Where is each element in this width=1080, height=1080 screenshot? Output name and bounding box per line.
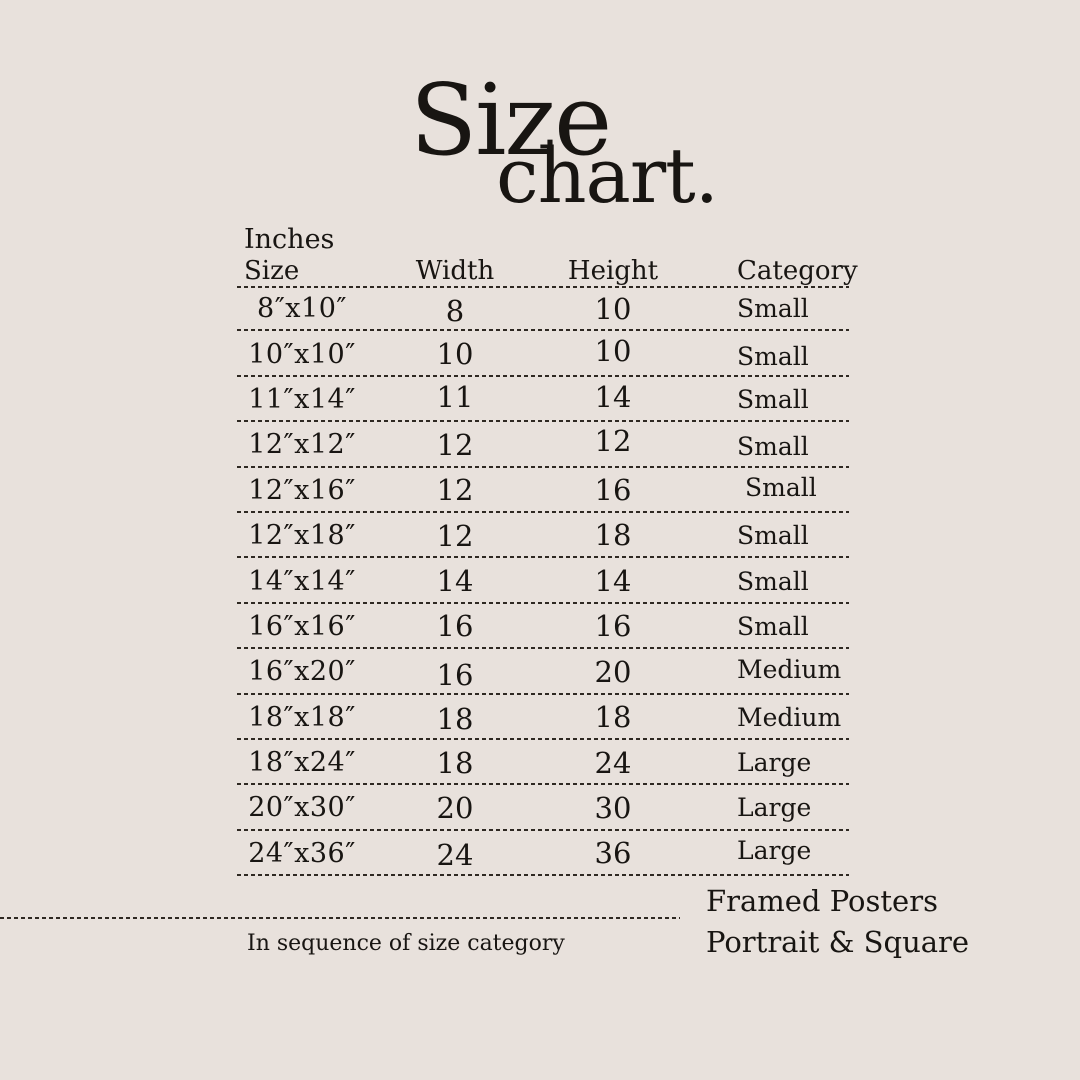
height-cell: 18 xyxy=(594,700,632,735)
width-cell: 16 xyxy=(436,609,474,644)
category-cell: Small xyxy=(737,341,809,371)
table-row: 16″x20″ 16 20 Medium xyxy=(237,649,849,695)
width-cell: 12 xyxy=(436,473,474,508)
table-row: 12″x16″ 12 16 Small xyxy=(237,468,849,514)
category-cell: Large xyxy=(737,835,812,865)
table-row: 20″x30″ 20 30 Large xyxy=(237,785,849,832)
product-type-label: Framed Posters xyxy=(706,884,938,918)
size-cell: 16″x20″ xyxy=(248,656,356,688)
width-cell: 16 xyxy=(436,657,474,692)
size-cell: 16″x16″ xyxy=(248,610,356,642)
size-table: Inches Size Width Height Category 8″x10″… xyxy=(237,224,858,877)
table-row: 11″x14″ 11 14 Small xyxy=(237,377,849,423)
height-cell: 24 xyxy=(594,745,632,780)
category-cell: Large xyxy=(737,748,812,778)
table-header-row: Size Width Height Category xyxy=(237,255,858,288)
sequence-note: In sequence of size category xyxy=(247,931,565,956)
height-cell: 14 xyxy=(594,380,632,415)
table-row: 18″x24″ 18 24 Large xyxy=(237,740,849,786)
height-cell: 16 xyxy=(594,473,632,508)
size-cell: 8″x10″ xyxy=(257,293,347,325)
height-cell: 20 xyxy=(594,654,632,689)
category-cell: Medium xyxy=(737,655,842,685)
table-row: 16″x16″ 16 16 Small xyxy=(237,604,849,650)
height-cell: 12 xyxy=(594,423,632,458)
width-cell: 10 xyxy=(436,337,474,372)
table-row: 10″x10″ 10 10 Small xyxy=(237,331,849,378)
height-cell: 36 xyxy=(594,836,632,871)
table-row: 12″x12″ 12 12 Small xyxy=(237,422,849,468)
size-cell: 10″x10″ xyxy=(248,338,356,370)
category-cell: Small xyxy=(737,566,809,596)
height-cell: 16 xyxy=(594,609,632,644)
width-cell: 11 xyxy=(436,380,474,415)
table-row: 14″x14″ 14 14 Small xyxy=(237,558,849,605)
category-cell: Small xyxy=(737,384,809,414)
category-cell: Small xyxy=(737,432,809,462)
size-cell: 11″x14″ xyxy=(248,383,356,415)
height-cell: 18 xyxy=(594,517,632,552)
footer-dashed-line xyxy=(0,917,680,919)
height-cell: 10 xyxy=(594,291,632,326)
width-cell: 8 xyxy=(445,293,465,328)
size-cell: 24″x36″ xyxy=(248,837,356,869)
size-cell: 18″x24″ xyxy=(248,747,356,779)
table-body: 8″x10″ 8 10 Small 10″x10″ 10 10 Small 11″x14″ 11 1… xyxy=(237,286,849,877)
table-row: 18″x18″ 18 18 Medium xyxy=(237,695,849,741)
size-cell: 18″x18″ xyxy=(248,701,356,733)
size-cell: 12″x12″ xyxy=(248,429,356,461)
header-size: Size xyxy=(244,255,300,286)
size-cell: 12″x16″ xyxy=(248,474,356,506)
height-cell: 14 xyxy=(594,564,632,599)
category-cell: Small xyxy=(745,472,817,502)
category-cell: Small xyxy=(737,611,809,641)
unit-label: Inches xyxy=(244,224,335,255)
width-cell: 18 xyxy=(436,745,474,780)
width-cell: 24 xyxy=(436,838,474,873)
header-category: Category xyxy=(737,255,858,286)
header-width: Width xyxy=(415,255,495,286)
category-cell: Medium xyxy=(737,702,842,732)
header-height: Height xyxy=(567,255,659,286)
page-title-chart: chart. xyxy=(496,131,719,220)
width-cell: 12 xyxy=(436,518,474,553)
height-cell: 10 xyxy=(594,334,632,369)
height-cell: 30 xyxy=(594,790,632,825)
category-cell: Small xyxy=(737,521,809,551)
category-cell: Small xyxy=(737,294,809,324)
table-row: 8″x10″ 8 10 Small xyxy=(237,286,849,332)
page-title-size: Size xyxy=(410,64,612,178)
size-cell: 12″x18″ xyxy=(248,520,356,552)
category-cell: Large xyxy=(737,793,812,823)
size-cell: 20″x30″ xyxy=(248,792,356,824)
width-cell: 12 xyxy=(436,427,474,462)
size-cell: 14″x14″ xyxy=(248,565,356,597)
orientation-label: Portrait & Square xyxy=(706,925,970,959)
width-cell: 18 xyxy=(436,702,474,737)
width-cell: 20 xyxy=(436,790,474,825)
width-cell: 14 xyxy=(436,564,474,599)
table-row: 12″x18″ 12 18 Small xyxy=(237,513,849,559)
table-row: 24″x36″ 24 36 Large xyxy=(237,831,849,877)
